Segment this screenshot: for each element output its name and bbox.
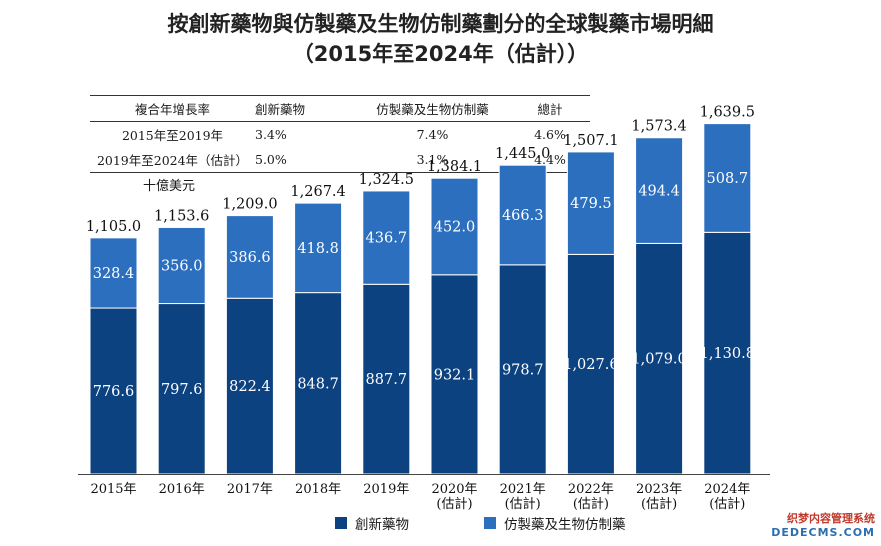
x-tick-label: (估計) <box>436 496 472 512</box>
x-tick-label: 2022年 <box>568 482 614 497</box>
bar-generic <box>566 151 615 255</box>
cagr-period: 2019年至2024年（估計） <box>96 153 249 168</box>
data-label-generic: 494.4 <box>638 184 680 200</box>
bar-innovative <box>362 283 411 475</box>
legend-item-innovative: 創新藥物 <box>335 513 409 533</box>
data-label-innovative: 797.6 <box>161 382 203 398</box>
cagr-generic: 7.4% <box>416 127 449 142</box>
bar-innovative <box>89 307 138 475</box>
data-label-generic: 356.0 <box>161 259 203 275</box>
x-tick-label: 2015年 <box>90 482 136 497</box>
data-label-innovative: 822.4 <box>229 379 271 395</box>
legend-label-generic: 仿製藥及生物仿制藥 <box>504 517 626 533</box>
data-label-generic: 418.8 <box>297 241 339 257</box>
data-label-generic: 452.0 <box>434 219 476 235</box>
cagr-header-total: 總計 <box>537 102 563 117</box>
bar-innovative <box>294 292 343 475</box>
x-tick-label: 2017年 <box>227 482 273 497</box>
legend-swatch-generic <box>484 517 496 529</box>
data-label-innovative: 776.6 <box>93 384 135 400</box>
data-label-total: 1,445.0 <box>495 146 550 162</box>
data-label-generic: 479.5 <box>570 196 612 212</box>
data-label-total: 1,324.5 <box>359 172 414 188</box>
bar-generic <box>498 164 547 266</box>
data-label-total: 1,209.0 <box>222 197 277 213</box>
data-label-total: 1,573.4 <box>631 119 686 135</box>
bar-innovative <box>566 253 615 475</box>
data-label-generic: 436.7 <box>366 231 408 247</box>
bar-innovative <box>430 274 479 475</box>
cagr-innovative: 5.0% <box>255 152 287 167</box>
data-label-total: 1,267.4 <box>290 184 345 200</box>
data-label-total: 1,384.1 <box>427 159 482 175</box>
cagr-row: 2015年至2019年 3.4% 7.4% 4.6% <box>90 122 590 148</box>
x-tick-label: 2020年 <box>431 482 477 497</box>
x-tick-label: 2021年 <box>500 482 546 497</box>
x-tick-label: 2018年 <box>295 482 341 497</box>
watermark-line2: DEDECMS.COM <box>771 526 875 539</box>
cagr-total: 4.4% <box>534 152 566 167</box>
legend-item-generic: 仿製藥及生物仿制藥 <box>484 513 626 533</box>
bar-generic <box>294 202 343 294</box>
x-tick-label: (估計) <box>709 496 745 512</box>
cagr-header-generic: 仿製藥及生物仿制藥 <box>376 102 489 117</box>
data-label-innovative: 1,027.6 <box>563 357 618 373</box>
data-label-generic: 508.7 <box>707 171 749 187</box>
cagr-period: 2015年至2019年 <box>121 128 224 143</box>
chart-title: 按創新藥物與仿製藥及生物仿制藥劃分的全球製藥市場明細 <box>167 12 714 36</box>
x-tick-label: (估計) <box>573 496 609 512</box>
data-label-innovative: 932.1 <box>434 367 476 383</box>
data-label-total: 1,639.5 <box>700 105 755 121</box>
data-label-generic: 328.4 <box>93 266 135 282</box>
bar-innovative <box>157 303 206 475</box>
bar-generic <box>635 137 684 244</box>
bar-generic <box>703 123 752 233</box>
data-label-total: 1,105.0 <box>86 219 141 235</box>
data-label-innovative: 978.7 <box>502 362 544 378</box>
cagr-header-label: 複合年增長率 <box>134 102 210 117</box>
data-label-innovative: 848.7 <box>297 376 339 392</box>
cagr-table-header: 複合年增長率 創新藥物 仿製藥及生物仿制藥 總計 <box>90 95 590 122</box>
cagr-row: 2019年至2024年（估計） 5.0% 3.1% 4.4% <box>90 147 590 173</box>
bar-innovative <box>498 264 547 475</box>
x-tick-label: 2019年 <box>363 482 409 497</box>
legend-label-innovative: 創新藥物 <box>355 517 409 533</box>
x-tick-label: 2023年 <box>636 482 682 497</box>
cagr-table: 複合年增長率 創新藥物 仿製藥及生物仿制藥 總計 2015年至2019年 3.4… <box>90 95 590 173</box>
data-label-total: 1,153.6 <box>154 208 209 224</box>
legend-swatch-innovative <box>335 517 347 529</box>
unit-label: 十億美元 <box>143 179 196 194</box>
data-label-generic: 466.3 <box>502 208 544 224</box>
cagr-innovative: 3.4% <box>255 127 287 142</box>
bar-generic <box>362 190 411 285</box>
data-label-generic: 386.6 <box>229 250 271 266</box>
bar-innovative <box>635 242 684 475</box>
data-label-innovative: 1,130.8 <box>700 346 755 362</box>
x-tick-label: 2024年 <box>704 482 750 497</box>
cagr-total: 4.6% <box>534 127 566 142</box>
data-label-total: 1,507.1 <box>563 133 618 149</box>
bar-innovative <box>703 231 752 475</box>
x-tick-label: 2016年 <box>159 482 205 497</box>
bar-generic <box>157 226 206 305</box>
bar-generic <box>225 215 274 299</box>
watermark-line1: 织梦内容管理系统 <box>787 512 875 525</box>
cagr-header-innovative: 創新藥物 <box>255 102 306 117</box>
bar-generic <box>430 177 479 276</box>
watermark: 织梦内容管理系统 DEDECMS.COM <box>771 512 875 540</box>
bar-generic <box>89 237 138 309</box>
bar-innovative <box>225 297 274 475</box>
cagr-generic: 3.1% <box>416 152 449 167</box>
x-tick-label: (估計) <box>505 496 541 512</box>
data-label-innovative: 887.7 <box>366 372 408 388</box>
data-label-innovative: 1,079.0 <box>631 352 686 368</box>
chart-subtitle: （2015年至2024年（估計）） <box>292 42 589 66</box>
x-tick-label: (估計) <box>641 496 677 512</box>
